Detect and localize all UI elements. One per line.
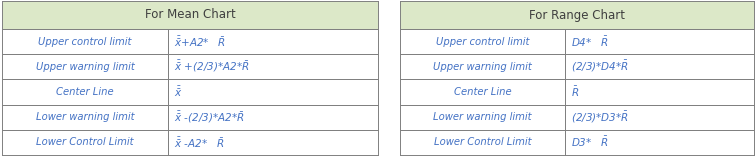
- Text: Upper control limit: Upper control limit: [39, 37, 132, 47]
- Bar: [168, 105, 378, 130]
- Text: For Mean Chart: For Mean Chart: [144, 8, 235, 22]
- Text: Lower warning limit: Lower warning limit: [433, 112, 531, 122]
- Text: $\mathregular{\bar{\bar{x}}}$ -A2*   $\bar{R}$: $\mathregular{\bar{\bar{x}}}$ -A2* $\bar…: [174, 135, 225, 149]
- Text: (2/3)*D4*$\bar{R}$: (2/3)*D4*$\bar{R}$: [571, 59, 629, 74]
- Bar: [2, 79, 168, 105]
- Bar: [168, 130, 378, 155]
- Bar: [400, 105, 565, 130]
- Text: Lower Control Limit: Lower Control Limit: [36, 137, 134, 147]
- Bar: [400, 130, 565, 155]
- Bar: [2, 29, 168, 54]
- Bar: [2, 1, 378, 29]
- Text: Upper warning limit: Upper warning limit: [433, 62, 532, 72]
- Text: Upper warning limit: Upper warning limit: [36, 62, 135, 72]
- Text: For Range Chart: For Range Chart: [529, 8, 625, 22]
- Text: (2/3)*D3*$\bar{R}$: (2/3)*D3*$\bar{R}$: [571, 110, 629, 125]
- Bar: [565, 105, 754, 130]
- Bar: [168, 54, 378, 79]
- Text: Upper control limit: Upper control limit: [435, 37, 529, 47]
- Text: $\mathregular{\bar{\bar{x}}}$ -(2/3)*A2*$\bar{R}$: $\mathregular{\bar{\bar{x}}}$ -(2/3)*A2*…: [174, 110, 244, 125]
- Text: $\mathregular{\bar{\bar{x}}}$: $\mathregular{\bar{\bar{x}}}$: [174, 85, 182, 99]
- Text: $\mathregular{\bar{\bar{x}}}$+A2*   $\bar{R}$: $\mathregular{\bar{\bar{x}}}$+A2* $\bar{…: [174, 34, 226, 49]
- Bar: [168, 29, 378, 54]
- Text: Lower warning limit: Lower warning limit: [36, 112, 135, 122]
- Bar: [400, 1, 754, 29]
- Bar: [2, 130, 168, 155]
- Text: $\bar{R}$: $\bar{R}$: [571, 85, 579, 99]
- Text: D4*   $\bar{R}$: D4* $\bar{R}$: [571, 34, 609, 49]
- Bar: [565, 130, 754, 155]
- Text: Center Line: Center Line: [454, 87, 511, 97]
- Bar: [400, 54, 565, 79]
- Bar: [2, 105, 168, 130]
- Bar: [2, 54, 168, 79]
- Bar: [565, 79, 754, 105]
- Text: Lower Control Limit: Lower Control Limit: [434, 137, 531, 147]
- Text: D3*   $\bar{R}$: D3* $\bar{R}$: [571, 135, 609, 149]
- Bar: [400, 79, 565, 105]
- Text: Center Line: Center Line: [56, 87, 114, 97]
- Bar: [565, 54, 754, 79]
- Bar: [378, 0, 400, 156]
- Bar: [565, 29, 754, 54]
- Bar: [168, 79, 378, 105]
- Bar: [400, 29, 565, 54]
- Text: $\mathregular{\bar{\bar{x}}}$ +(2/3)*A2*$\bar{R}$: $\mathregular{\bar{\bar{x}}}$ +(2/3)*A2*…: [174, 59, 249, 74]
